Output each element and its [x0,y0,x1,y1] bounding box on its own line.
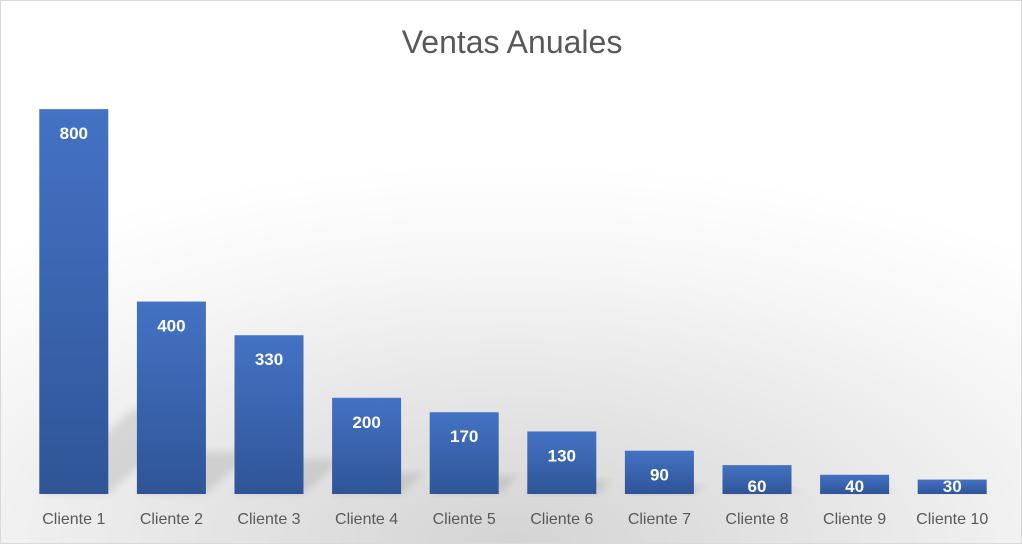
category-label-2: Cliente 2 [140,511,203,528]
data-label-2: 400 [157,317,185,336]
category-label-5: Cliente 5 [433,511,496,528]
data-label-9: 40 [845,477,864,496]
category-labels-group: Cliente 1 Cliente 2 Cliente 3 Cliente 4 Clie… [42,511,988,528]
data-label-4: 200 [352,413,380,432]
bar-2 [136,301,206,494]
bar-7 [624,450,694,494]
bar-9 [820,474,890,494]
bar-4 [332,397,402,494]
category-label-7: Cliente 7 [628,511,691,528]
bars-group [39,109,987,494]
data-label-8: 60 [748,477,767,496]
data-label-6: 130 [548,446,576,465]
data-label-7: 90 [650,466,669,485]
value-labels-group: 800 400 330 200 170 130 90 60 40 30 [60,124,962,496]
bar-3 [234,335,304,494]
bar-6 [527,431,597,494]
category-label-1: Cliente 1 [42,511,105,528]
bar-8 [722,465,792,494]
data-label-10: 30 [943,477,962,496]
bar-1 [39,109,109,494]
data-label-3: 330 [255,350,283,369]
category-label-9: Cliente 9 [823,511,886,528]
category-label-10: Cliente 10 [916,511,988,528]
category-label-6: Cliente 6 [530,511,593,528]
bar-10 [917,479,987,494]
category-label-8: Cliente 8 [725,511,788,528]
category-label-3: Cliente 3 [237,511,300,528]
chart-title: Ventas Anuales [402,24,623,60]
data-label-5: 170 [450,427,478,446]
bar-5 [429,412,499,494]
category-label-4: Cliente 4 [335,511,398,528]
data-label-1: 800 [60,124,88,143]
